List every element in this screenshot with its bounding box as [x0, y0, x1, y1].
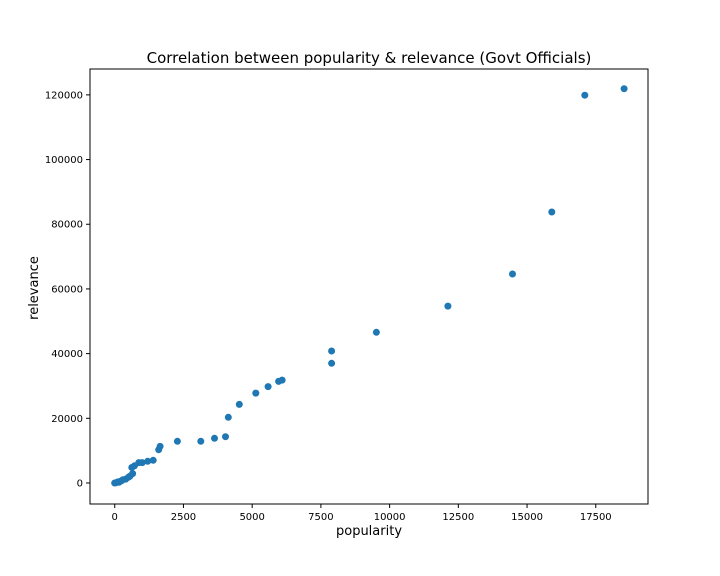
- data-point: [548, 208, 556, 216]
- y-tick-label: 20000: [51, 414, 83, 425]
- y-tick-label: 0: [77, 478, 83, 489]
- y-tick-label: 80000: [51, 220, 83, 231]
- data-point: [235, 400, 243, 408]
- data-point: [144, 457, 152, 465]
- data-point: [197, 437, 205, 445]
- data-point: [149, 456, 157, 464]
- x-tick-label: 0: [112, 512, 118, 523]
- x-tick-label: 5000: [239, 512, 264, 523]
- y-tick-label: 120000: [45, 90, 83, 101]
- data-point: [173, 437, 181, 445]
- data-point: [372, 328, 380, 336]
- data-point: [222, 433, 229, 441]
- x-tick-label: 2500: [171, 512, 196, 523]
- data-point: [581, 91, 589, 99]
- data-point: [620, 85, 628, 93]
- y-axis-label: relevance: [27, 256, 42, 320]
- chart-title: Correlation between popularity & relevan…: [147, 49, 592, 67]
- data-point: [138, 459, 146, 467]
- data-point: [278, 376, 286, 384]
- data-point: [444, 302, 452, 310]
- plot-frame: [89, 68, 649, 505]
- x-tick-label: 10000: [374, 512, 406, 523]
- data-point: [328, 359, 336, 367]
- x-tick-label: 7500: [308, 512, 333, 523]
- data-point: [129, 470, 137, 478]
- y-axis: 0 20000 40000 60000 80000 100000 120000: [45, 90, 90, 489]
- data-point: [264, 383, 272, 391]
- x-tick-label: 12500: [442, 512, 474, 523]
- data-point: [328, 347, 336, 355]
- data-point: [211, 434, 218, 442]
- data-point: [156, 442, 164, 450]
- points-layer: [111, 85, 628, 487]
- y-tick-label: 100000: [45, 155, 83, 166]
- data-point: [252, 389, 260, 397]
- x-axis-label: popularity: [336, 524, 402, 539]
- y-tick-label: 60000: [51, 284, 83, 295]
- data-point: [224, 413, 232, 421]
- data-point: [509, 270, 516, 278]
- x-tick-label: 15000: [511, 512, 543, 523]
- y-tick-label: 40000: [51, 349, 83, 360]
- x-tick-label: 17500: [580, 512, 612, 523]
- x-axis: 0 2500 5000 7500 10000 12500 15000 17500: [112, 504, 612, 523]
